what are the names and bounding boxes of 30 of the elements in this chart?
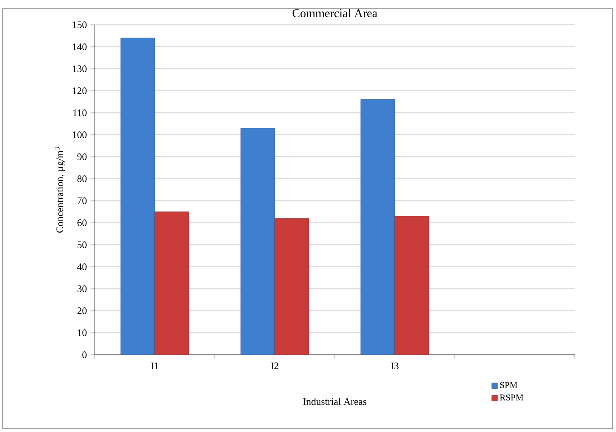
y-tick-label: 40 xyxy=(77,264,87,270)
bar xyxy=(360,100,396,355)
bar xyxy=(154,212,190,355)
legend-label: RSPM xyxy=(500,394,524,401)
y-tick-label: 50 xyxy=(78,242,87,248)
y-axis-title: Concentration, µg/m$^{3}$ xyxy=(55,147,66,233)
bar xyxy=(240,128,276,355)
y-tick-label: 150 xyxy=(73,22,87,28)
y-tick-label: 140 xyxy=(73,44,87,50)
y-tick-label: 60 xyxy=(78,220,87,226)
bar xyxy=(274,218,310,355)
y-tick-label: 100 xyxy=(73,132,87,138)
y-tick-label: 90 xyxy=(78,154,87,160)
y-tick-label: 80 xyxy=(78,176,87,182)
x-tick-label: I3 xyxy=(391,362,399,370)
y-tick-label: 110 xyxy=(74,110,87,116)
y-tick-label: 10 xyxy=(78,330,87,336)
y-tick-label: 30 xyxy=(78,286,87,292)
y-tick-label: 120 xyxy=(73,88,87,94)
chart-title: Commercial Area xyxy=(292,9,378,18)
x-tick-label: I1 xyxy=(151,362,159,370)
x-tick-label: I2 xyxy=(271,362,279,370)
y-tick-label: 130 xyxy=(73,66,87,72)
legend-label: SPM xyxy=(500,382,518,388)
y-tick-label: 70 xyxy=(78,198,87,204)
y-tick-label: 0 xyxy=(82,352,87,358)
x-axis-title: Industrial Areas xyxy=(303,398,367,406)
y-tick-label: 20 xyxy=(78,308,87,314)
bar xyxy=(394,216,430,355)
bar xyxy=(120,38,156,355)
